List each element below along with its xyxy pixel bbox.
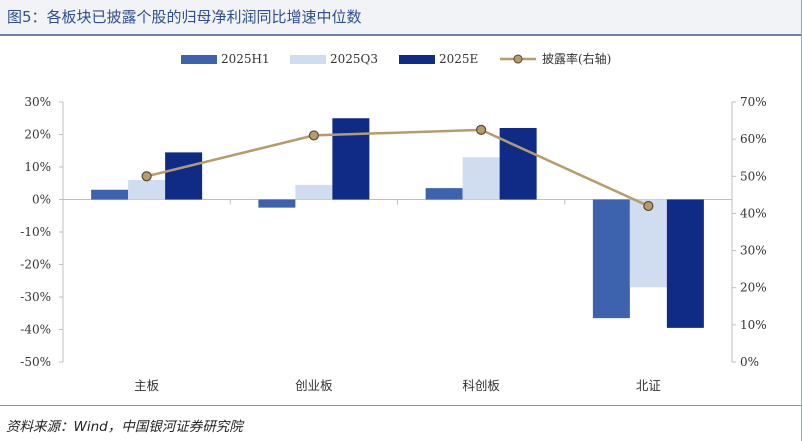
y-tick-label-right: 60% [740,132,767,146]
x-category-label: 主板 [134,378,160,393]
labels-group: 30% 20% 10% 0% -10% -20% -30% -40% -50% 70% 60% 50%… [20,95,766,393]
bar-2025H1 [425,188,463,200]
y-tick-label-left: 10% [24,160,51,174]
bar-2025E [165,152,203,200]
disclosure-rate-point [643,200,654,212]
source-note: 资料来源：Wind，中国银河证券研究院 [6,419,243,435]
chart-title: 图5：各板块已披露个股的归母净利润同比增速中位数 [7,8,362,26]
bar-2025Q3 [462,157,500,200]
y-tick-label-left: -10% [20,225,51,239]
x-category-label: 科创板 [462,378,500,393]
bar-2025E [499,128,537,200]
bar-2025H1 [592,199,630,319]
footer: 资料来源：Wind，中国银河证券研究院 [0,405,802,441]
bar-2025H1 [258,199,296,208]
y-tick-label-right: 30% [740,244,767,258]
y-tick-label-left: -40% [20,323,51,337]
y-tick-label-right: 20% [740,281,767,295]
legend-marker [513,54,523,64]
bar-2025E [332,118,370,200]
legend-group: 2025H1 2025Q3 2025E 披露率(右轴) [181,51,611,66]
bar-2025Q3 [295,184,333,200]
y-tick-label-left: 0% [32,193,51,207]
y-tick-label-left: -30% [20,290,51,304]
legend-swatch [399,55,435,64]
legend-label: 2025H1 [221,52,270,66]
legend-label: 2025Q3 [330,52,378,66]
y-tick-label-right: 0% [740,355,759,369]
bar-2025E [666,199,704,328]
bar-2025Q3 [629,199,667,288]
y-tick-label-right: 50% [740,169,767,183]
legend-swatch [290,55,326,64]
disclosure-rate-point [476,124,487,135]
y-tick-label-right: 70% [740,95,767,109]
x-category-label: 创业板 [295,378,333,393]
bar-2025Q3 [128,180,166,200]
y-tick-label-right: 10% [740,318,767,332]
disclosure-rate-point [308,130,319,141]
legend-label: 2025E [439,52,478,66]
disclosure-rate-point [141,171,152,182]
disclosure-rate-line [146,128,649,208]
y-tick-label-left: -50% [20,355,51,369]
x-category-label: 北证 [636,378,662,393]
bars-group [91,118,704,328]
y-tick-label-right: 40% [740,206,767,220]
y-tick-label-left: 30% [24,95,51,109]
legend-label: 披露率(右轴) [542,51,611,66]
chart-area: 30% 20% 10% 0% -10% -20% -30% -40% -50% 70% 60% 50%… [20,51,766,393]
bar-2025H1 [91,189,129,200]
line-group [141,124,654,212]
y-tick-label-left: 20% [24,128,51,142]
legend-swatch [181,55,217,64]
y-tick-label-left: -20% [20,258,51,272]
title-bar: 图5：各板块已披露个股的归母净利润同比增速中位数 [0,0,802,36]
